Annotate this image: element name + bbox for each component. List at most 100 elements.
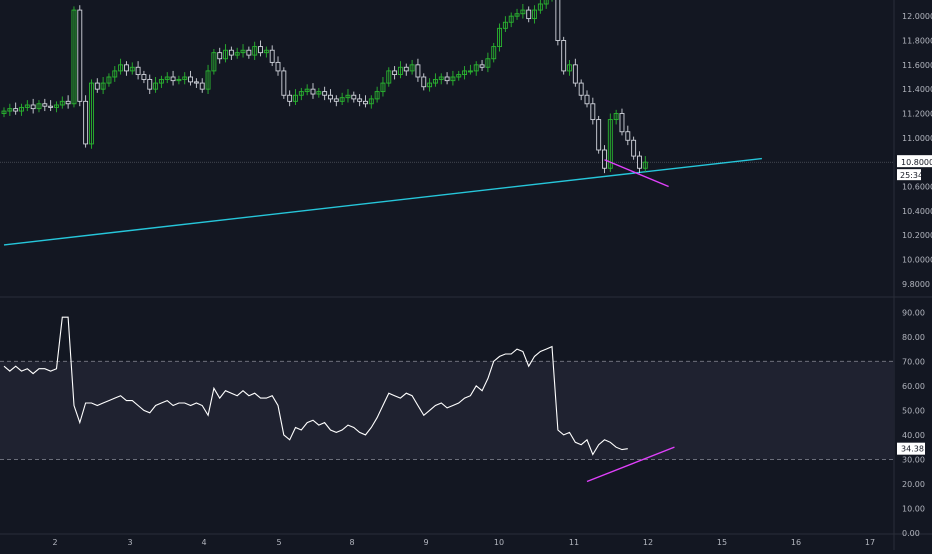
rsi-divergence-line[interactable]	[586, 446, 675, 483]
candle-body[interactable]	[59, 100, 65, 106]
candle-body[interactable]	[363, 100, 368, 105]
rsi-line[interactable]	[3, 316, 628, 456]
candle-body[interactable]	[432, 78, 438, 84]
candle-body[interactable]	[106, 76, 112, 84]
candle-body[interactable]	[193, 81, 199, 84]
candle-body[interactable]	[310, 88, 316, 95]
candle-body[interactable]	[392, 70, 398, 76]
candle-body[interactable]	[30, 104, 36, 110]
candle-body[interactable]	[54, 104, 59, 108]
candle-body[interactable]	[590, 103, 596, 121]
candle-body[interactable]	[497, 27, 502, 48]
candle-body[interactable]	[77, 9, 83, 102]
candle-body[interactable]	[112, 70, 118, 78]
candle-body[interactable]	[263, 49, 269, 54]
candle-body[interactable]	[83, 100, 89, 145]
candle-body[interactable]	[328, 94, 333, 100]
candle-body[interactable]	[450, 76, 456, 82]
candle-body[interactable]	[637, 155, 642, 169]
candle-body[interactable]	[602, 149, 607, 169]
candle-body[interactable]	[572, 64, 578, 84]
candle-body[interactable]	[485, 58, 491, 68]
candle-body[interactable]	[24, 104, 30, 108]
candle-body[interactable]	[269, 49, 275, 63]
candle-body[interactable]	[94, 82, 100, 90]
candle-body[interactable]	[153, 82, 159, 90]
candle-body[interactable]	[526, 9, 532, 20]
candle-body[interactable]	[374, 91, 380, 100]
candle-body[interactable]	[456, 74, 462, 78]
candle-body[interactable]	[234, 52, 240, 56]
candle-body[interactable]	[322, 91, 328, 96]
candle-body[interactable]	[578, 82, 584, 96]
candle-body[interactable]	[252, 46, 258, 56]
candle-body[interactable]	[596, 119, 602, 151]
candle-body[interactable]	[205, 70, 211, 90]
candle-body[interactable]	[462, 70, 468, 76]
candle-body[interactable]	[118, 64, 124, 72]
candle-body[interactable]	[147, 78, 153, 90]
candle-body[interactable]	[275, 61, 281, 72]
candle-body[interactable]	[532, 9, 537, 20]
candle-body[interactable]	[19, 106, 24, 112]
candle-body[interactable]	[543, 0, 549, 5]
candle-body[interactable]	[403, 66, 409, 72]
candle-body[interactable]	[281, 70, 287, 96]
candle-body[interactable]	[293, 94, 298, 102]
candle-body[interactable]	[298, 91, 304, 96]
candle-body[interactable]	[421, 76, 427, 88]
candle-body[interactable]	[351, 94, 357, 100]
candle-body[interactable]	[613, 113, 619, 121]
candle-body[interactable]	[339, 97, 345, 102]
candle-body[interactable]	[170, 76, 176, 82]
candle-body[interactable]	[42, 103, 48, 107]
candle-body[interactable]	[240, 49, 246, 54]
candle-body[interactable]	[182, 76, 188, 80]
candle-body[interactable]	[415, 64, 421, 78]
candle-body[interactable]	[427, 82, 433, 88]
candle-body[interactable]	[444, 76, 450, 82]
candle-body[interactable]	[561, 40, 567, 72]
candle-body[interactable]	[520, 9, 526, 15]
candle-body[interactable]	[345, 94, 351, 99]
candle-body[interactable]	[357, 98, 363, 102]
candle-body[interactable]	[537, 3, 543, 11]
candle-body[interactable]	[642, 161, 648, 169]
candle-body[interactable]	[625, 131, 631, 141]
candle-body[interactable]	[36, 103, 42, 110]
candle-body[interactable]	[619, 113, 625, 133]
candle-body[interactable]	[567, 64, 572, 72]
candle-body[interactable]	[502, 21, 508, 29]
candle-body[interactable]	[65, 100, 71, 105]
candle-body[interactable]	[158, 78, 164, 84]
candle-body[interactable]	[129, 66, 135, 72]
candle-body[interactable]	[368, 98, 374, 105]
candle-body[interactable]	[508, 15, 514, 23]
candle-body[interactable]	[333, 98, 339, 102]
candle-body[interactable]	[386, 70, 392, 84]
candle-body[interactable]	[316, 91, 322, 95]
candle-body[interactable]	[135, 66, 141, 76]
candle-body[interactable]	[491, 46, 497, 60]
candle-body[interactable]	[176, 78, 182, 82]
candle-body[interactable]	[48, 105, 54, 108]
candle-body[interactable]	[199, 82, 205, 90]
candle-body[interactable]	[246, 49, 252, 56]
candle-body[interactable]	[217, 52, 223, 60]
candle-body[interactable]	[100, 82, 106, 90]
candle-body[interactable]	[467, 70, 473, 73]
candle-body[interactable]	[438, 76, 444, 80]
candle-body[interactable]	[141, 74, 147, 80]
candle-body[interactable]	[584, 94, 590, 105]
candle-body[interactable]	[607, 119, 613, 169]
candle-body[interactable]	[164, 76, 170, 80]
candle-body[interactable]	[223, 49, 228, 60]
candle-body[interactable]	[397, 66, 403, 76]
candle-body[interactable]	[304, 88, 310, 93]
candle-body[interactable]	[188, 76, 194, 83]
candle-body[interactable]	[71, 9, 77, 105]
candle-body[interactable]	[287, 94, 293, 102]
candle-body[interactable]	[7, 108, 13, 112]
candle-body[interactable]	[123, 64, 129, 72]
